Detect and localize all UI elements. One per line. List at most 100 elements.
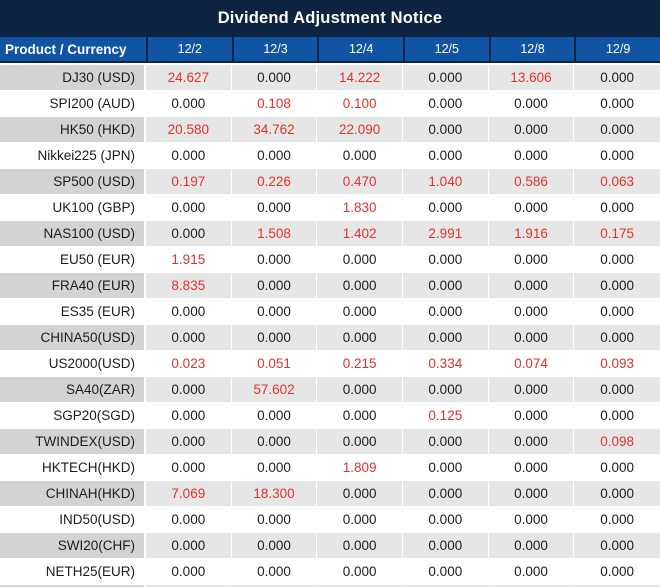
value-cell: 0.215 [317,351,403,377]
value-cell: 1.040 [402,169,489,195]
value-cell: 0.000 [402,143,489,169]
product-cell: CHINAH(HKD) [0,481,146,507]
value-cell: 1.402 [317,221,403,247]
table-row-partial [488,585,575,587]
value-cell: 0.000 [231,299,318,325]
table-row-partial [317,585,403,587]
value-cell: 0.000 [317,533,403,559]
value-cell: 0.000 [402,117,489,143]
value-cell: 0.074 [488,351,575,377]
value-cell: 0.000 [488,299,575,325]
value-cell: 0.000 [574,143,660,169]
product-currency-header: Product / Currency [0,37,146,61]
value-cell: 0.000 [402,273,489,299]
value-cell: 0.000 [146,91,232,117]
notice-title-bar: Dividend Adjustment Notice [0,0,660,37]
product-cell: NAS100 (USD) [0,221,146,247]
product-cell: HKTECH(HKD) [0,455,146,481]
value-cell: 0.000 [317,559,403,585]
value-cell: 0.000 [231,273,318,299]
value-cell: 0.000 [231,195,318,221]
value-cell: 0.000 [488,195,575,221]
product-cell: DJ30 (USD) [0,65,146,91]
value-cell: 0.000 [488,481,575,507]
value-cell: 0.000 [402,481,489,507]
value-cell: 0.000 [574,195,660,221]
value-cell: 0.000 [488,533,575,559]
value-cell: 0.000 [402,299,489,325]
product-cell: SWI20(CHF) [0,533,146,559]
table-row-partial [0,585,146,587]
value-cell: 0.000 [146,377,232,403]
value-cell: 0.000 [317,429,403,455]
product-cell: SGP20(SGD) [0,403,146,429]
value-cell: 57.602 [231,377,318,403]
column-header-date: 12/5 [402,37,489,61]
value-cell: 0.000 [231,325,318,351]
product-cell: TWINDEX(USD) [0,429,146,455]
value-cell: 0.000 [146,195,232,221]
value-cell: 0.000 [317,377,403,403]
value-cell: 0.000 [146,221,232,247]
value-cell: 0.000 [317,299,403,325]
value-cell: 0.000 [146,429,232,455]
value-cell: 1.830 [317,195,403,221]
value-cell: 0.000 [317,143,403,169]
value-cell: 0.470 [317,169,403,195]
value-cell: 22.090 [317,117,403,143]
product-cell: CHINA50(USD) [0,325,146,351]
value-cell: 0.100 [317,91,403,117]
product-cell: EU50 (EUR) [0,247,146,273]
value-cell: 0.000 [574,91,660,117]
table-row-partial [402,585,489,587]
product-cell: FRA40 (EUR) [0,273,146,299]
value-cell: 0.000 [574,455,660,481]
value-cell: 0.098 [574,429,660,455]
value-cell: 0.000 [231,507,318,533]
value-cell: 0.000 [402,195,489,221]
product-cell: NETH25(EUR) [0,559,146,585]
value-cell: 20.580 [146,117,232,143]
value-cell: 0.000 [488,247,575,273]
value-cell: 14.222 [317,65,403,91]
product-cell: HK50 (HKD) [0,117,146,143]
value-cell: 0.000 [488,117,575,143]
value-cell: 8.835 [146,273,232,299]
table-row-partial [231,585,318,587]
value-cell: 0.000 [231,559,318,585]
value-cell: 0.000 [574,325,660,351]
product-cell: US2000(USD) [0,351,146,377]
value-cell: 0.000 [402,559,489,585]
product-cell: ES35 (EUR) [0,299,146,325]
table-row-partial [146,585,232,587]
value-cell: 0.000 [574,533,660,559]
value-cell: 0.000 [402,377,489,403]
value-cell: 1.809 [317,455,403,481]
value-cell: 0.000 [402,533,489,559]
page-title: Dividend Adjustment Notice [217,9,443,27]
value-cell: 0.000 [317,273,403,299]
value-cell: 0.000 [488,325,575,351]
value-cell: 0.000 [402,91,489,117]
value-cell: 0.000 [574,377,660,403]
value-cell: 0.000 [488,403,575,429]
value-cell: 1.916 [488,221,575,247]
value-cell: 0.000 [317,325,403,351]
value-cell: 0.000 [488,559,575,585]
value-cell: 0.063 [574,169,660,195]
value-cell: 0.226 [231,169,318,195]
product-cell: Nikkei225 (JPN) [0,143,146,169]
value-cell: 0.000 [146,299,232,325]
value-cell: 0.023 [146,351,232,377]
value-cell: 0.000 [146,403,232,429]
value-cell: 0.000 [574,65,660,91]
value-cell: 0.000 [146,559,232,585]
value-cell: 34.762 [231,117,318,143]
value-cell: 0.000 [146,533,232,559]
value-cell: 0.000 [574,247,660,273]
value-cell: 0.000 [231,403,318,429]
value-cell: 0.000 [231,455,318,481]
value-cell: 0.000 [488,455,575,481]
value-cell: 0.000 [574,299,660,325]
